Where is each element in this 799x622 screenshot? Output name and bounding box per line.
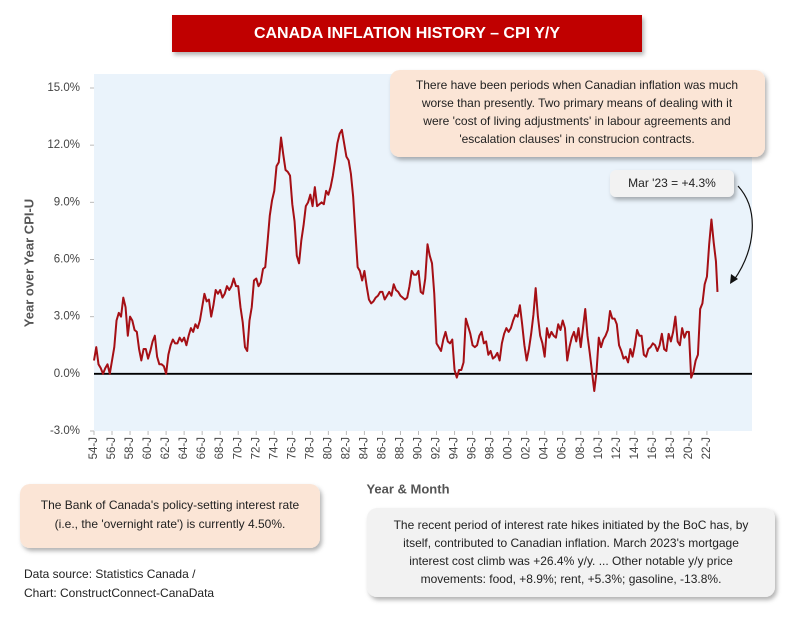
x-tick-label: 84-J (358, 437, 370, 459)
note-line: Chart: ConstructConnect-CanaData (24, 586, 214, 600)
x-tick-label: 00-J (503, 437, 515, 459)
x-tick-label: 80-J (322, 437, 334, 459)
x-tick-label: 90-J (413, 437, 425, 459)
cpi-line (93, 128, 719, 392)
x-tick-label: 10-J (593, 437, 605, 459)
x-tick-label: 08-J (575, 437, 587, 459)
note-top: There have been periods when Canadian in… (416, 78, 738, 146)
x-tick-label: 18-J (665, 437, 677, 459)
note-line: Data source: Statistics Canada / (24, 567, 196, 581)
note-line: 'escalation clauses' in construcion cont… (459, 132, 694, 146)
plot: -3.0% 0.0% 3.0% 6.0% 9.0% 12.0% 15.0% 54-J 56-J 5… (47, 82, 752, 459)
chart-title: CANADA INFLATION HISTORY – CPI Y/Y (254, 25, 560, 42)
x-tick-label: 74-J (268, 437, 280, 459)
x-tick-label: 02-J (521, 437, 533, 459)
x-tick-label: 88-J (394, 437, 406, 459)
x-tick-label: 66-J (196, 437, 208, 459)
note-hikes: The recent period of interest rate hikes… (394, 518, 749, 586)
arrow-head (730, 274, 738, 284)
x-tick-label: 04-J (539, 437, 551, 459)
note-line: There have been periods when Canadian in… (416, 78, 738, 92)
x-tick-label: 22-J (701, 437, 713, 459)
x-tick-label: 72-J (250, 437, 262, 459)
note-box (20, 484, 320, 548)
x-tick-label: 64-J (178, 437, 190, 459)
x-tick-label: 20-J (683, 437, 695, 459)
x-tick-label: 14-J (629, 437, 641, 459)
x-tick-label: 06-J (557, 437, 569, 459)
y-axis-title: Year over Year CPI-U (21, 199, 36, 327)
x-tick-label: 70-J (232, 437, 244, 459)
x-tick-label: 62-J (160, 437, 172, 459)
x-tick-label: 60-J (142, 437, 154, 459)
note-line: itself, contributed to Canadian inflatio… (403, 536, 739, 550)
note-line: The Bank of Canada's policy-setting inte… (41, 498, 300, 512)
y-tick-label: 0.0% (54, 368, 80, 380)
y-tick-label: 15.0% (47, 82, 80, 94)
x-tick-label: 82-J (340, 437, 352, 459)
x-tick-label: 58-J (124, 437, 136, 459)
note-box (390, 70, 765, 157)
note-line: The recent period of interest rate hikes… (394, 518, 749, 532)
source: Data source: Statistics Canada / Chart: C… (24, 567, 214, 600)
callout-box (610, 170, 734, 197)
note-box (367, 508, 775, 597)
y-tick-label: -3.0% (50, 425, 80, 437)
x-tick-label: 54-J (88, 437, 100, 459)
x-tick-label: 96-J (467, 437, 479, 459)
x-tick-label: 68-J (214, 437, 226, 459)
y-tick-label: 6.0% (54, 254, 80, 266)
x-axis-title: Year & Month (366, 481, 449, 496)
note-line: were 'cost of living adjustments' in lab… (422, 114, 730, 128)
x-tick-label: 16-J (647, 437, 659, 459)
x-tick-label: 12-J (611, 437, 623, 459)
x-tick-label: 94-J (449, 437, 461, 459)
title-banner (172, 15, 642, 52)
x-tick-label: 92-J (431, 437, 443, 459)
x-tick-label: 76-J (286, 437, 298, 459)
callout-arrow (733, 185, 753, 281)
x-tick-label: 56-J (106, 437, 118, 459)
y-tick-label: 9.0% (54, 196, 80, 208)
note-line: interest cost climb was +26.4% y/y. ... … (409, 554, 733, 568)
x-tick-label: 86-J (376, 437, 388, 459)
x-tick-label: 98-J (485, 437, 497, 459)
y-tick-label: 3.0% (54, 311, 80, 323)
note-bank: The Bank of Canada's policy-setting inte… (41, 498, 300, 531)
y-tick-label: 12.0% (47, 139, 80, 151)
note-line: movements: food, +8.9%; rent, +5.3%; gas… (421, 572, 722, 586)
note-line: (i.e., the 'overnight rate') is currentl… (55, 517, 286, 531)
callout: Mar '23 = +4.3% (628, 176, 716, 190)
x-tick-label: 78-J (304, 437, 316, 459)
note-line: worse than presently. Two primary means … (421, 96, 733, 110)
